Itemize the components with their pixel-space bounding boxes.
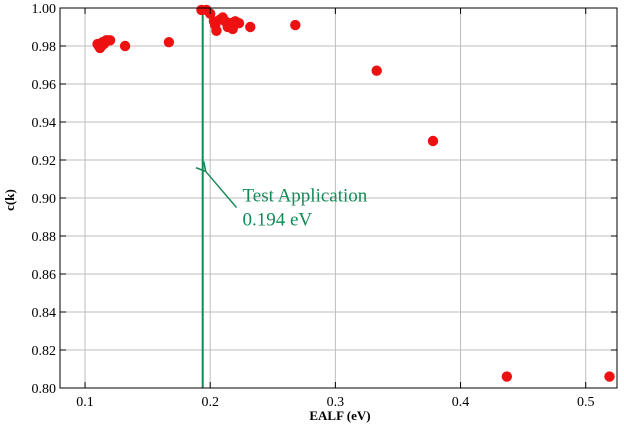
axes: 0.80 0.82 0.84 0.86 0.88 0.90 0.92 0.94 0.96 0.98… [32, 2, 617, 410]
annotation-label-name: Test Application [242, 186, 367, 207]
y-tick-label: 0.84 [32, 306, 57, 321]
data-point [427, 135, 439, 147]
y-tick-label: 0.86 [32, 268, 57, 283]
y-tick-label: 0.82 [32, 344, 57, 359]
data-point [245, 21, 256, 33]
data-points [92, 4, 615, 382]
data-point [119, 40, 131, 52]
data-point [163, 37, 175, 48]
y-tick-label: 0.90 [32, 192, 57, 207]
data-point [501, 371, 513, 382]
y-tick-label: 0.98 [32, 40, 57, 55]
data-point [371, 65, 382, 76]
annotation-label-value: 0.194 eV [242, 210, 312, 231]
y-tick-label: 0.80 [32, 382, 57, 397]
y-tick-label: 0.88 [32, 230, 57, 245]
data-point [604, 371, 615, 382]
y-tick-label: 0.96 [32, 78, 57, 93]
annotation-layer: Test Application 0.194 eV [195, 161, 368, 231]
data-point [104, 35, 116, 46]
x-tick-label: 0.4 [452, 395, 470, 410]
x-tick-label: 0.1 [76, 395, 94, 410]
data-point [290, 19, 301, 31]
y-tick-label: 0.92 [32, 154, 57, 169]
x-tick-label: 0.3 [327, 395, 345, 410]
y-axis-label: c(k) [2, 189, 17, 211]
x-axis-label: EALF (eV) [309, 408, 370, 423]
annotation-arrow [195, 161, 238, 208]
data-point [211, 25, 222, 36]
data-point [233, 18, 245, 29]
y-tick-label: 1.00 [32, 2, 57, 17]
x-tick-label: 0.5 [577, 395, 595, 410]
x-tick-label: 0.2 [201, 395, 219, 410]
y-tick-label: 0.94 [32, 116, 57, 131]
